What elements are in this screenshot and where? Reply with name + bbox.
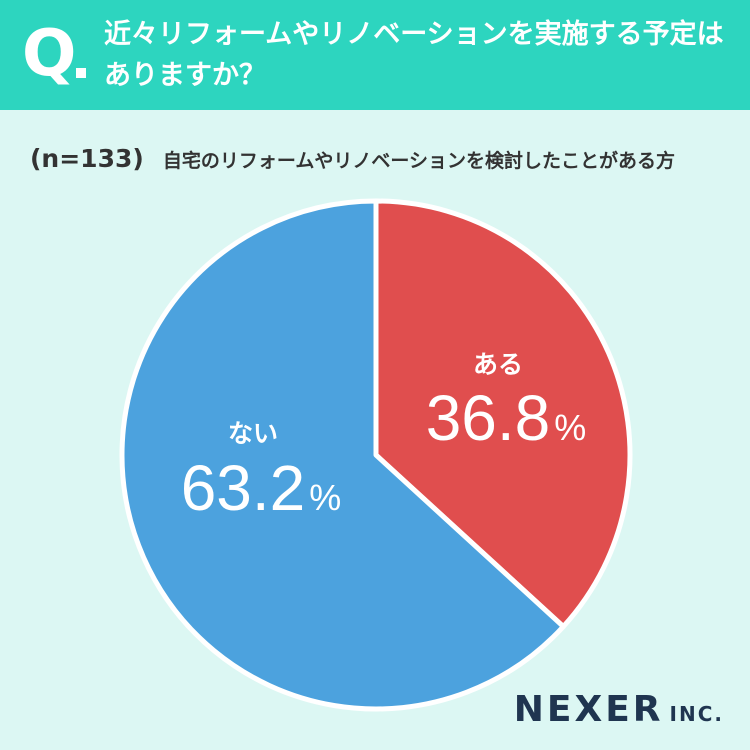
logo-main-text: NEXER <box>513 689 664 730</box>
slice-value-yes: 36.8% <box>426 382 587 454</box>
slice-value-unit: % <box>309 477 341 518</box>
q-dot <box>76 68 86 78</box>
question-text: 近々リフォームやリノベーションを実施する予定はありますか？ <box>104 19 724 91</box>
slice-label-yes: ある <box>473 350 523 379</box>
pie-slice-no <box>119 198 566 712</box>
nexer-logo: NEXER INC. <box>514 689 724 730</box>
chart-subtitle: (n=133) 自宅のリフォームやリノベーションを検討したことがある方 <box>30 146 675 175</box>
slice-value-unit: % <box>554 407 586 448</box>
slice-value-number: 63.2 <box>181 452 306 524</box>
question-header: Q 近々リフォームやリノベーションを実施する予定はありますか？ <box>0 0 750 110</box>
slice-label-no: ない <box>228 419 278 448</box>
respondent-description: 自宅のリフォームやリノベーションを検討したことがある方 <box>162 150 675 172</box>
slice-value-number: 36.8 <box>426 382 551 454</box>
q-label: Q <box>22 17 77 91</box>
sample-size: (n=133) <box>30 144 144 173</box>
logo-suffix-text: INC. <box>669 702 724 726</box>
pie-slice-yes <box>373 198 633 630</box>
slice-value-no: 63.2% <box>181 452 342 524</box>
